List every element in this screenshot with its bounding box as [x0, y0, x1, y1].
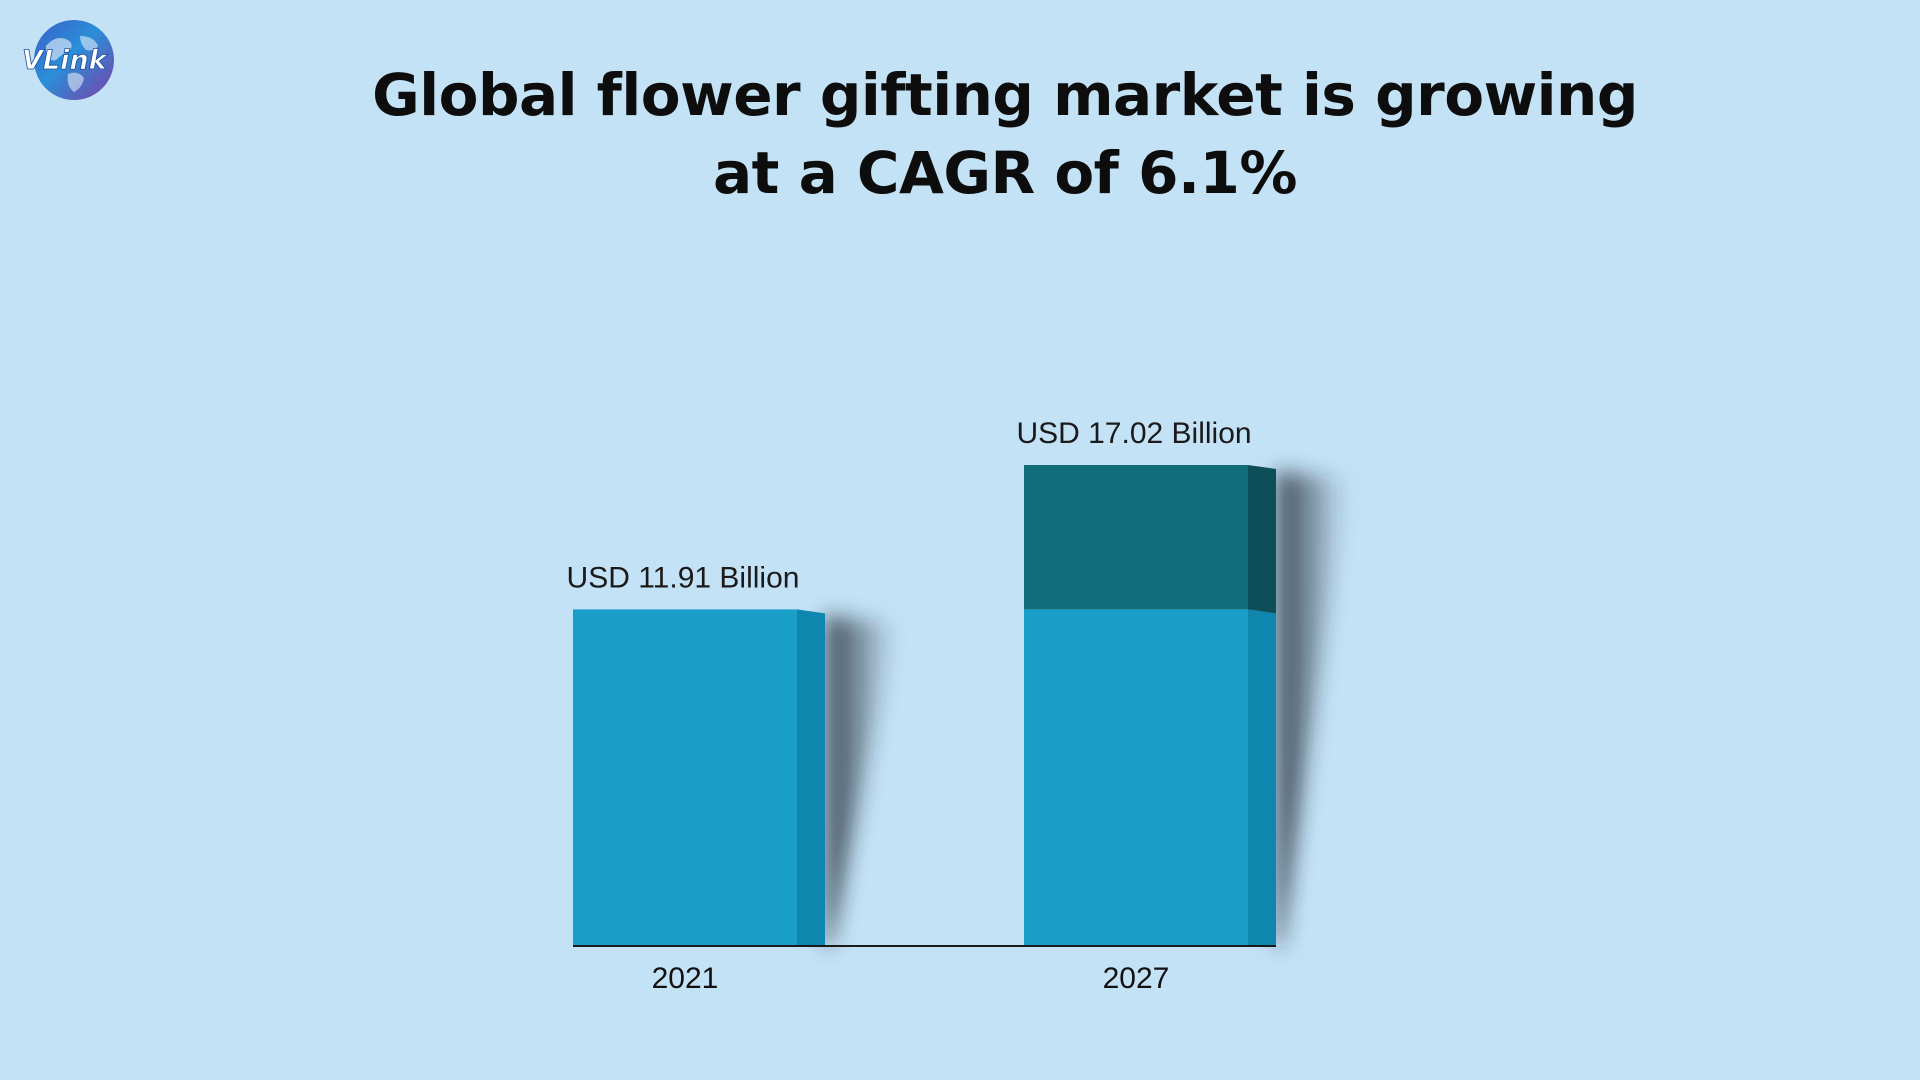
bar-2027-growth [1024, 465, 1248, 610]
bar-shadow [1276, 471, 1346, 946]
page-title: Global flower gifting market is growing … [300, 56, 1710, 212]
bar-2027-base [1024, 609, 1248, 946]
bar-shadow [825, 615, 895, 946]
data-label-2027: USD 17.02 Billion [1016, 417, 1251, 450]
data-label-2021: USD 11.91 Billion [567, 561, 800, 594]
title-line-2: at a CAGR of 6.1% [713, 139, 1297, 207]
bar-2021-base [573, 609, 797, 946]
bar-2021-base-side [797, 609, 825, 946]
bar-2027-base-side [1248, 609, 1276, 946]
logo-text: VLink [22, 45, 109, 76]
x-tick-label-2021: 2021 [652, 962, 719, 995]
title-line-1: Global flower gifting market is growing [372, 61, 1638, 129]
vlink-logo: VLink [18, 16, 130, 106]
bar-2027-growth-side [1248, 465, 1276, 614]
x-tick-label-2027: 2027 [1103, 962, 1170, 995]
